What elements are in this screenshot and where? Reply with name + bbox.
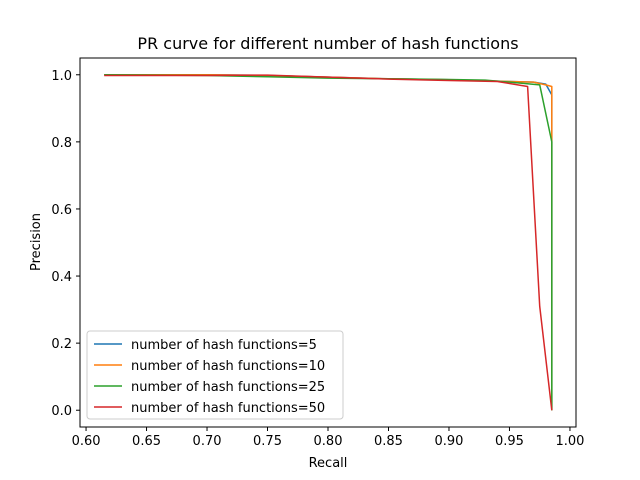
legend-label: number of hash functions=5	[131, 338, 317, 353]
x-tick-label: 1.00	[555, 434, 584, 449]
legend-label: number of hash functions=25	[131, 380, 325, 395]
x-axis-label: Recall	[309, 456, 348, 471]
x-tick-label: 0.65	[132, 434, 161, 449]
legend-label: number of hash functions=50	[131, 401, 325, 416]
x-tick-label: 0.70	[193, 434, 222, 449]
y-tick-label: 1.0	[51, 69, 72, 84]
y-tick-label: 0.6	[51, 203, 72, 218]
x-axis-ticks: 0.60 0.65 0.70 0.75 0.80 0.85 0.90 0.95 1.00	[72, 427, 584, 449]
plot-area	[104, 74, 553, 411]
y-tick-label: 0.0	[51, 404, 72, 419]
y-axis-ticks: 0.0 0.2 0.4 0.6 0.8 1.0	[51, 69, 80, 419]
chart-title: PR curve for different number of hash fu…	[137, 34, 518, 53]
legend-box	[86, 330, 344, 420]
x-tick-label: 0.85	[374, 434, 403, 449]
y-tick-label: 0.8	[51, 136, 72, 151]
series-line-3	[104, 74, 553, 411]
series-line-4	[104, 74, 553, 411]
x-tick-label: 0.95	[495, 434, 524, 449]
y-tick-label: 0.4	[51, 270, 72, 285]
x-tick-label: 0.80	[314, 434, 343, 449]
y-tick-label: 0.2	[51, 337, 72, 352]
y-axis-label: Precision	[29, 213, 44, 271]
legend: number of hash functions=5 number of hash…	[86, 330, 344, 420]
x-tick-label: 0.90	[434, 434, 463, 449]
x-tick-label: 0.75	[253, 434, 282, 449]
legend-label: number of hash functions=10	[131, 359, 325, 374]
x-tick-label: 0.60	[72, 434, 101, 449]
